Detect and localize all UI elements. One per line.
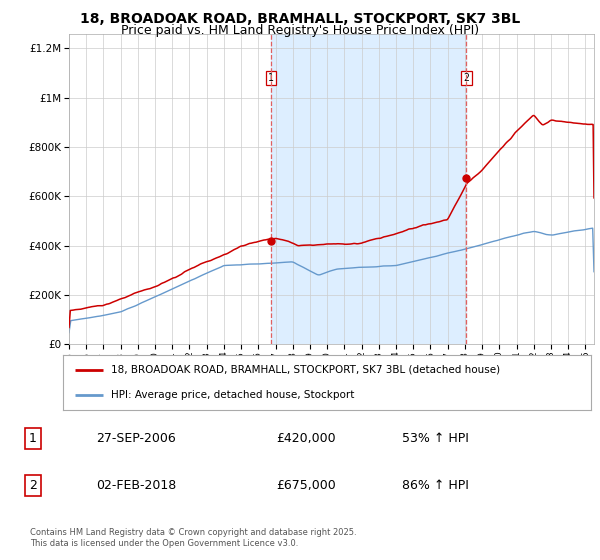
Text: £675,000: £675,000 [276,479,336,492]
Bar [271,34,466,344]
Text: HPI: Average price, detached house, Stockport: HPI: Average price, detached house, Stoc… [110,390,354,400]
Text: 2: 2 [464,73,469,83]
Text: 27-SEP-2006: 27-SEP-2006 [96,432,176,445]
Text: Price paid vs. HM Land Registry's House Price Index (HPI): Price paid vs. HM Land Registry's House … [121,24,479,36]
Text: 53% ↑ HPI: 53% ↑ HPI [402,432,469,445]
Text: 86% ↑ HPI: 86% ↑ HPI [402,479,469,492]
Text: 1: 1 [268,73,274,83]
Text: 18, BROADOAK ROAD, BRAMHALL, STOCKPORT, SK7 3BL (detached house): 18, BROADOAK ROAD, BRAMHALL, STOCKPORT, … [110,365,500,375]
Text: 1: 1 [29,432,37,445]
Text: 2: 2 [29,479,37,492]
Text: Contains HM Land Registry data © Crown copyright and database right 2025.
This d: Contains HM Land Registry data © Crown c… [30,528,356,548]
Text: 18, BROADOAK ROAD, BRAMHALL, STOCKPORT, SK7 3BL: 18, BROADOAK ROAD, BRAMHALL, STOCKPORT, … [80,12,520,26]
Text: £420,000: £420,000 [276,432,335,445]
Text: 02-FEB-2018: 02-FEB-2018 [96,479,176,492]
